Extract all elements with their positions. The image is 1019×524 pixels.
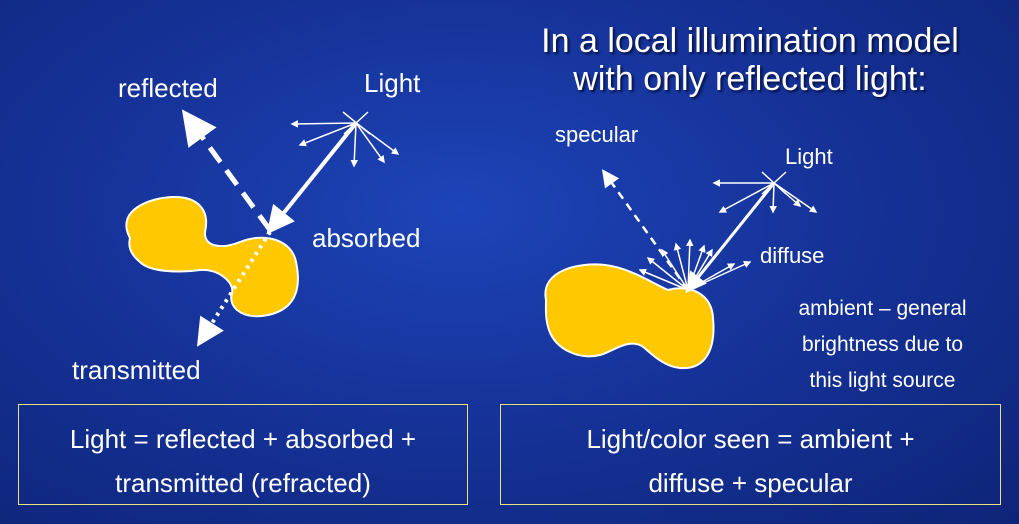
specular-label: specular: [555, 122, 639, 147]
ambient-line-1: ambient – general: [798, 297, 967, 320]
transmitted-label: transmitted: [72, 355, 201, 385]
left-equation-line-1: Light = reflected + absorbed +: [69, 424, 417, 454]
left-object-shape: [125, 195, 299, 318]
right-equation-line-1: Light/color seen = ambient +: [586, 424, 915, 454]
right-object-shape: [544, 263, 715, 370]
ambient-line-2: brightness due to: [801, 333, 964, 356]
right-diffuse-rays: [638, 238, 752, 291]
left-equation-box: Light = reflected + absorbed + transmitt…: [18, 404, 468, 505]
title-line-1: In a local illumination model: [541, 22, 959, 60]
left-equation-line-2: transmitted (refracted): [115, 468, 371, 498]
right-specular-ray: [601, 169, 690, 291]
left-incident-ray: [266, 121, 358, 235]
right-equation-box: Light/color seen = ambient + diffuse + s…: [500, 404, 1001, 505]
right-title: In a local illumination model with only …: [505, 22, 995, 98]
right-light-label: Light: [785, 144, 833, 169]
right-equation-line-2: diffuse + specular: [648, 468, 853, 498]
right-incident-ray: [685, 182, 776, 294]
absorbed-label: absorbed: [312, 223, 421, 253]
title-line-2: with only reflected light:: [573, 60, 927, 98]
left-transmitted-ray: [196, 230, 272, 347]
diffuse-label: diffuse: [760, 243, 825, 268]
ambient-note: ambient – general brightness due to this…: [770, 291, 995, 399]
ambient-line-3: this light source: [809, 369, 956, 392]
left-light-label: Light: [364, 68, 421, 98]
reflected-label: reflected: [118, 73, 218, 103]
left-reflected-ray: [181, 109, 273, 232]
